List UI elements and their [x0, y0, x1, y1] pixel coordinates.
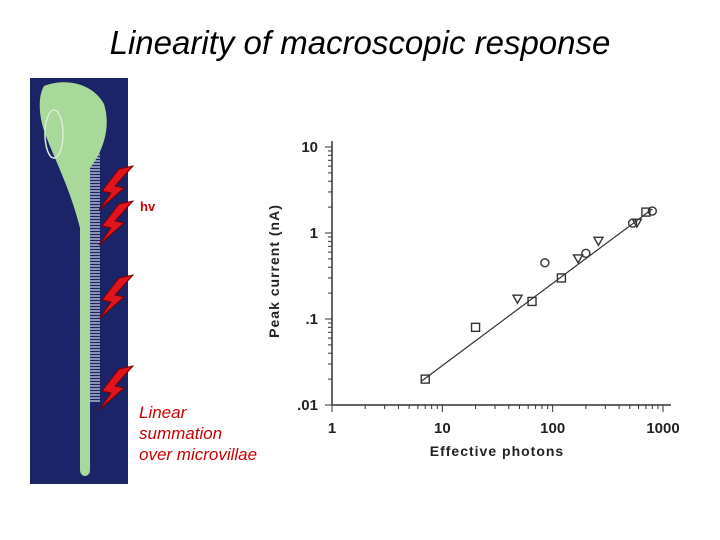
fit-line-group: [421, 208, 653, 382]
data-point-triangle-down: [631, 218, 643, 229]
x-tick-label: 10: [434, 420, 451, 437]
caption-line: over microvillae: [139, 445, 258, 464]
data-point-square: [641, 207, 651, 217]
data-point-circle: [647, 206, 658, 216]
data-point-square: [527, 296, 537, 307]
x-axis-label: Effective photons: [430, 443, 564, 459]
caption-line: Linear: [139, 403, 187, 422]
data-point-triangle-down: [572, 254, 584, 265]
caption-line: summation: [139, 424, 223, 443]
caption: Linear summation over microvillae: [139, 402, 257, 465]
slide-title: Linearity of macroscopic response: [109, 24, 611, 61]
y-axis-label: Peak current (nA): [266, 204, 282, 338]
data-point-triangle-down: [511, 294, 524, 305]
x-tick-label: 1: [328, 420, 336, 437]
data-point-triangle-down: [592, 236, 605, 247]
x-tick-label: 1000: [646, 420, 679, 437]
data-point-square: [556, 273, 567, 283]
y-tick-label: .01: [297, 397, 318, 414]
chart-axes: 1 10 100 1000 .01 .1 1 10: [297, 139, 680, 437]
photoreceptor-cell-illustration: [30, 78, 128, 484]
data-point-circle: [540, 258, 550, 268]
y-tick-label: .1: [305, 311, 318, 328]
y-tick-label: 1: [310, 225, 318, 242]
fit-line: [421, 208, 653, 382]
data-point-circle: [581, 248, 591, 259]
data-point-circle: [627, 218, 638, 228]
data-point-square: [470, 322, 481, 333]
peak-current-chart: 1 10 100 1000 .01 .1 1 10 Effective photons Pea…: [266, 139, 680, 459]
y-tick-label: 10: [301, 139, 318, 156]
light-label: hv: [140, 199, 156, 214]
data-point-square: [420, 374, 430, 384]
x-tick-label: 100: [540, 420, 565, 437]
data-points: [420, 206, 658, 384]
